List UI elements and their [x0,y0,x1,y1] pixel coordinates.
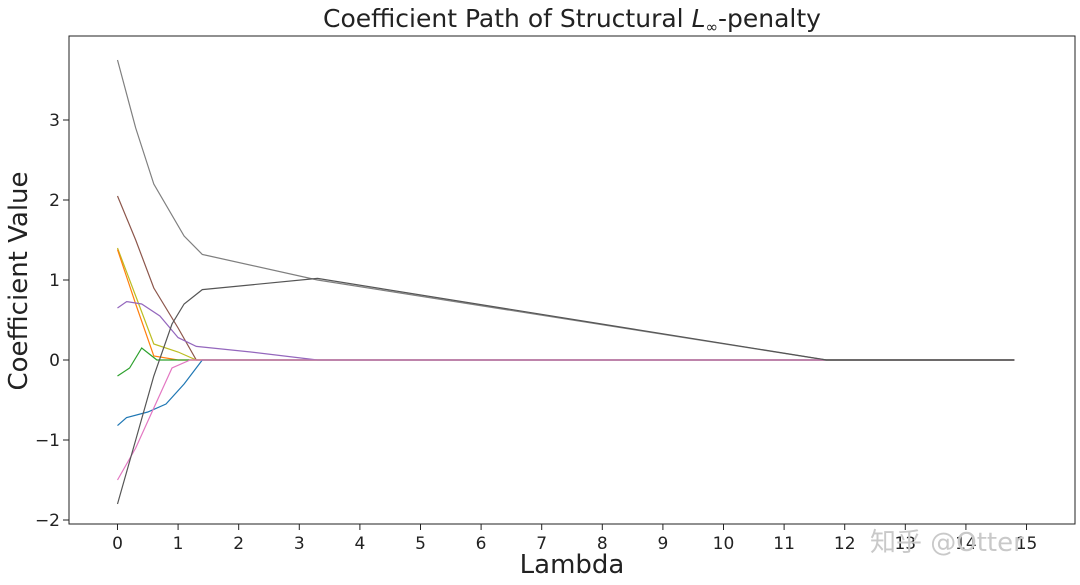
y-tick-label: 0 [49,351,60,371]
x-tick-label: 2 [233,534,244,554]
x-axis-ticks: 0 1 2 3 4 5 6 7 8 9 10 11 12 13 14 15 [112,524,1037,554]
x-tick-label: 10 [713,534,735,554]
series-line-5 [117,300,1015,361]
x-tick-label: 3 [294,534,305,554]
y-tick-label: 3 [49,111,60,131]
series-layer [116,59,1015,505]
x-axis-label: Lambda [520,550,625,580]
series-line-9 [116,277,1015,505]
x-tick-label: 13 [894,534,916,554]
x-tick-label: 4 [354,534,365,554]
x-tick-label: 11 [773,534,795,554]
y-axis-ticks: −2 −1 0 1 2 3 [35,111,69,531]
chart-title: Coefficient Path of Structural L∞-penalt… [323,4,821,36]
x-tick-label: 7 [536,534,547,554]
y-tick-label: −1 [35,431,60,451]
x-tick-label: 8 [597,534,608,554]
x-tick-label: 5 [415,534,426,554]
plot-area [68,35,1076,525]
x-tick-label: 12 [834,534,856,554]
series-line-8 [116,359,1015,481]
y-tick-label: 2 [49,191,60,211]
y-axis-label: Coefficient Value [4,171,34,390]
x-tick-label: 1 [173,534,184,554]
y-tick-label: 1 [49,271,60,291]
x-tick-label: 6 [476,534,487,554]
x-tick-label: 15 [1016,534,1038,554]
y-tick-label: −2 [35,511,60,531]
x-tick-label: 0 [112,534,123,554]
x-tick-label: 14 [955,534,977,554]
watermark: 知乎 @Otter [870,528,1024,558]
x-tick-label: 9 [657,534,668,554]
